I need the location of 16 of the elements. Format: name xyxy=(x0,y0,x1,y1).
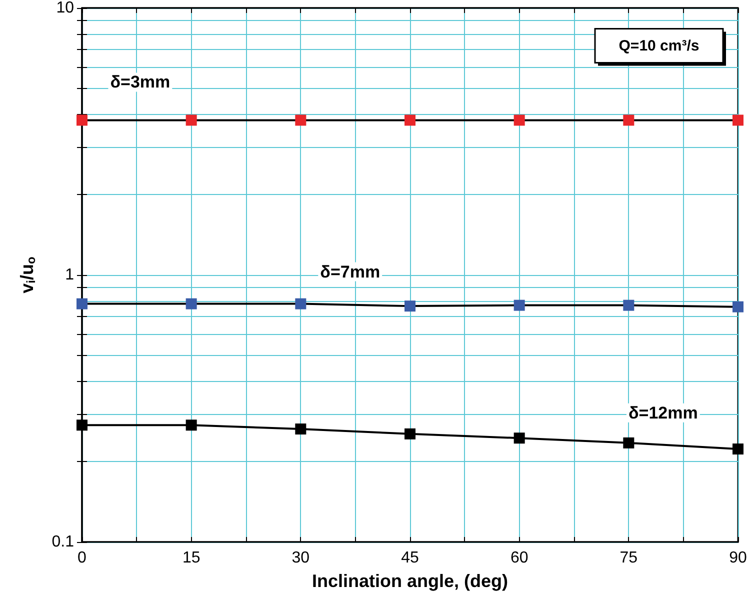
x-tick-label: 90 xyxy=(729,550,747,566)
legend-label: δ=3mm xyxy=(110,72,170,92)
y-axis-title: vi/uo xyxy=(17,256,38,294)
x-tick-label: 0 xyxy=(78,550,87,566)
y-tick-label: 1 xyxy=(65,266,74,284)
x-tick-label: 30 xyxy=(292,550,310,566)
x-tick-label: 15 xyxy=(182,550,200,566)
series-label: δ=7mm xyxy=(320,262,380,282)
x-tick-label: 75 xyxy=(620,550,638,566)
x-tick-label: 45 xyxy=(401,550,419,566)
series-label: δ=12mm xyxy=(628,403,698,422)
annotation: Q=10 cm³/s xyxy=(618,37,700,54)
y-tick-label: 0.1 xyxy=(52,534,74,550)
y-tick-label: 10 xyxy=(56,0,74,16)
x-tick-label: 60 xyxy=(510,550,528,566)
x-axis-title: Inclination angle, (deg) xyxy=(312,571,508,591)
